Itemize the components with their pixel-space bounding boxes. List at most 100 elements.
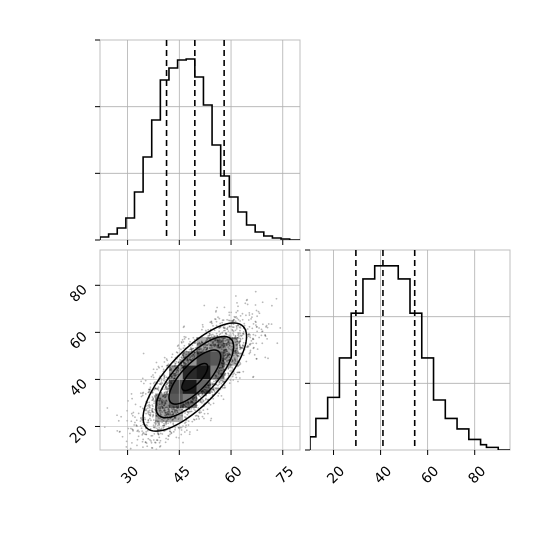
scatter-point bbox=[151, 415, 154, 418]
scatter-point bbox=[255, 309, 258, 312]
scatter-point bbox=[170, 356, 173, 359]
scatter-point bbox=[209, 383, 212, 386]
scatter-point bbox=[151, 399, 153, 402]
scatter-point bbox=[226, 352, 229, 355]
scatter-point bbox=[181, 366, 184, 369]
scatter-point bbox=[175, 351, 178, 354]
scatter-point bbox=[234, 352, 236, 354]
scatter-point bbox=[159, 445, 162, 447]
scatter-point bbox=[180, 429, 183, 431]
scatter-point bbox=[239, 340, 242, 343]
scatter-point bbox=[222, 360, 225, 363]
scatter-point bbox=[213, 344, 216, 347]
scatter-point bbox=[146, 429, 149, 432]
scatter-point bbox=[157, 387, 160, 390]
scatter-point bbox=[223, 343, 226, 345]
scatter-point bbox=[203, 412, 206, 415]
scatter-point bbox=[170, 377, 173, 380]
scatter-point bbox=[158, 399, 160, 402]
scatter-point bbox=[157, 428, 159, 431]
scatter-point bbox=[252, 376, 254, 379]
scatter-point bbox=[209, 321, 212, 324]
scatter-point bbox=[176, 411, 179, 414]
scatter-point bbox=[194, 409, 197, 412]
scatter-point bbox=[223, 354, 226, 357]
scatter-point bbox=[164, 401, 167, 403]
scatter-point bbox=[198, 342, 201, 345]
scatter-point bbox=[176, 406, 178, 409]
scatter-point bbox=[205, 337, 208, 340]
scatter-point bbox=[193, 397, 196, 400]
scatter-point bbox=[224, 354, 227, 357]
scatter-point bbox=[173, 374, 176, 377]
scatter-point bbox=[233, 358, 236, 361]
scatter-point bbox=[228, 344, 231, 347]
scatter-point bbox=[190, 410, 193, 413]
scatter-point bbox=[163, 379, 165, 382]
scatter-point bbox=[206, 408, 209, 411]
scatter-point bbox=[165, 413, 168, 416]
scatter-point bbox=[191, 358, 194, 360]
scatter-point bbox=[223, 349, 225, 352]
scatter-point bbox=[238, 335, 240, 338]
scatter-point bbox=[166, 418, 169, 420]
scatter-point bbox=[233, 372, 235, 375]
scatter-point bbox=[187, 401, 190, 404]
scatter-point bbox=[163, 404, 165, 407]
scatter-point bbox=[159, 403, 161, 405]
scatter-point bbox=[146, 421, 149, 424]
scatter-point bbox=[177, 406, 180, 409]
joint-contours bbox=[142, 322, 248, 432]
scatter-point bbox=[228, 356, 231, 358]
scatter-point bbox=[142, 431, 145, 434]
scatter-point bbox=[174, 373, 177, 376]
scatter-point bbox=[217, 343, 220, 345]
scatter-point bbox=[144, 379, 147, 382]
scatter-point bbox=[251, 338, 254, 341]
scatter-point bbox=[125, 451, 127, 453]
scatter-point bbox=[238, 341, 241, 344]
scatter-point bbox=[240, 346, 243, 349]
scatter-point bbox=[244, 302, 247, 305]
scatter-point bbox=[203, 304, 206, 307]
scatter-point bbox=[235, 351, 238, 354]
scatter-point bbox=[198, 409, 201, 412]
scatter-point bbox=[192, 353, 195, 356]
scatter-point bbox=[241, 346, 244, 349]
scatter-point bbox=[238, 363, 241, 366]
scatter-point bbox=[223, 358, 226, 360]
scatter-point bbox=[169, 366, 171, 369]
scatter-point bbox=[185, 350, 188, 353]
scatter-point bbox=[160, 427, 163, 430]
scatter-point bbox=[194, 351, 196, 354]
scatter-point bbox=[222, 359, 225, 362]
scatter-point bbox=[144, 418, 147, 421]
scatter-point bbox=[222, 351, 225, 354]
scatter-point bbox=[235, 327, 238, 330]
scatter-point bbox=[191, 401, 194, 404]
scatter-point bbox=[227, 339, 230, 342]
scatter-point bbox=[237, 318, 240, 321]
scatter-point bbox=[234, 362, 237, 365]
scatter-point bbox=[203, 346, 205, 349]
scatter-point bbox=[170, 431, 173, 434]
scatter-point bbox=[217, 372, 220, 375]
scatter-point bbox=[145, 412, 147, 415]
scatter-point bbox=[246, 344, 249, 347]
scatter-point bbox=[222, 329, 225, 332]
scatter-point bbox=[239, 377, 241, 379]
scatter-point bbox=[189, 399, 192, 402]
scatter-point bbox=[222, 337, 225, 340]
scatter-point bbox=[247, 335, 250, 338]
scatter-point bbox=[199, 342, 202, 345]
scatter-point bbox=[150, 440, 152, 442]
scatter-point bbox=[173, 417, 176, 420]
scatter-point bbox=[218, 366, 221, 369]
scatter-point bbox=[197, 393, 200, 396]
scatter-point bbox=[234, 360, 237, 363]
scatter-point bbox=[207, 334, 210, 337]
scatter-point bbox=[168, 406, 171, 408]
scatter-point bbox=[182, 404, 185, 406]
scatter-point bbox=[135, 424, 138, 426]
scatter-point bbox=[264, 335, 267, 338]
